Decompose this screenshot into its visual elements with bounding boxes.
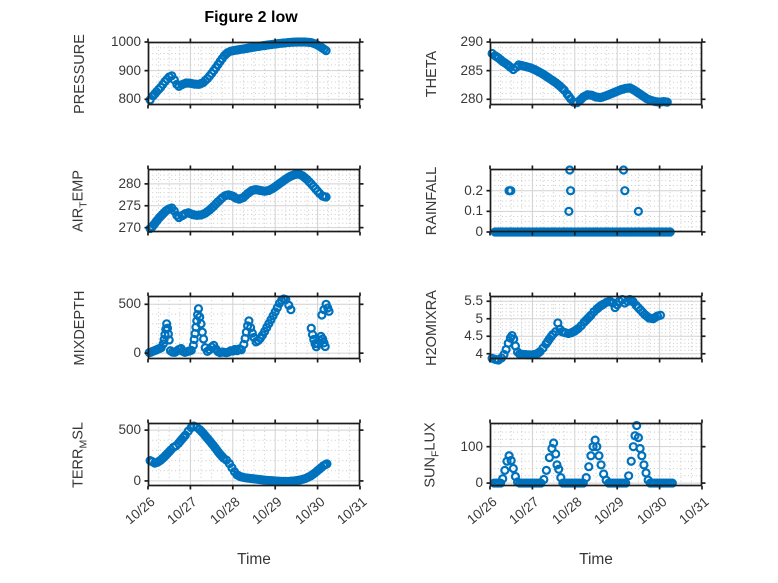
y-tick-label: 800 — [118, 91, 141, 107]
y-axis-label-theta: THETA — [424, 50, 440, 97]
y-tick-label: 100 — [460, 438, 483, 454]
y-axis-label-terr_msl: TERRMSL — [70, 421, 90, 488]
minor-grid — [490, 42, 702, 106]
y-tick-label: 4 — [475, 345, 483, 361]
axis-box — [486, 165, 706, 236]
subplot-theta — [486, 38, 706, 109]
y-tick-label: 290 — [460, 34, 483, 49]
subplot-mixdepth — [144, 292, 364, 363]
y-tick-label: 270 — [118, 219, 141, 235]
axis-box — [486, 38, 706, 109]
y-axis-label-pressure: PRESSURE — [72, 33, 88, 114]
x-axis-label-left: Time — [237, 551, 271, 568]
y-tick-label: 0.1 — [464, 203, 483, 219]
data-markers — [144, 294, 334, 358]
y-tick-label: 0 — [475, 224, 483, 239]
data-markers — [145, 169, 331, 234]
x-tick-label: 10/31 — [676, 494, 712, 528]
data-markers — [489, 420, 677, 488]
x-tick-label: 10/29 — [591, 494, 627, 528]
y-tick-label: 280 — [118, 175, 141, 191]
x-tick-label: 10/30 — [633, 494, 670, 528]
data-markers — [145, 421, 332, 487]
y-tick-label: 500 — [118, 296, 141, 312]
axis-box — [486, 419, 706, 490]
subplot-rainfall — [486, 165, 706, 237]
subplot-h2omixra — [486, 292, 706, 365]
x-tick-label: 10/27 — [506, 494, 543, 528]
axis-box — [144, 38, 364, 109]
axis-box — [144, 165, 364, 236]
y-axis-label-sun_flux: SUNFLUX — [422, 421, 442, 488]
x-tick-label: 10/28 — [548, 494, 585, 528]
major-grid — [490, 296, 702, 359]
y-tick-label: 275 — [118, 197, 141, 213]
minor-grid — [148, 42, 360, 106]
y-axis-label-mixdepth: MIXDEPTH — [72, 290, 88, 365]
y-tick-label: 0 — [475, 475, 483, 491]
x-tick-label: 10/26 — [464, 494, 500, 528]
y-tick-label: 280 — [460, 91, 483, 107]
figure-title: Figure 2 low — [204, 9, 298, 26]
y-tick-label: 0 — [133, 472, 141, 488]
subplot-sun_flux — [486, 419, 706, 490]
subplot-pressure — [144, 37, 364, 109]
y-tick-label: 5.5 — [464, 293, 483, 309]
y-tick-label: 0.2 — [464, 182, 483, 198]
y-tick-label: 285 — [460, 62, 483, 78]
data-markers — [487, 48, 672, 108]
y-axis-label-h2omixra: H2OMIXRA — [424, 289, 440, 366]
y-tick-label: 500 — [118, 422, 141, 438]
axis-box — [144, 419, 364, 490]
minor-grid — [490, 423, 702, 486]
axis-box — [486, 292, 706, 363]
data-markers — [487, 294, 666, 365]
axis-box — [144, 292, 364, 363]
subplot-terr_msl — [144, 419, 364, 490]
x-tick-label: 10/31 — [334, 494, 370, 528]
x-tick-label: 10/30 — [291, 494, 328, 528]
minor-grid — [490, 296, 702, 359]
subplot-air_temp — [144, 165, 364, 236]
minor-grid — [490, 169, 702, 232]
y-axis-label-air_temp: AIRTEMP — [70, 169, 90, 232]
y-tick-label: 1000 — [110, 34, 141, 49]
x-axis-label-right: Time — [579, 551, 613, 568]
x-tick-label: 10/27 — [164, 494, 201, 528]
y-tick-label: 900 — [118, 62, 141, 78]
y-axis-label-rainfall: RAINFALL — [424, 166, 440, 235]
y-tick-label: 5 — [475, 310, 483, 326]
y-tick-label: 0 — [133, 345, 141, 361]
y-tick-label: 4.5 — [464, 328, 483, 344]
x-tick-label: 10/29 — [249, 494, 285, 528]
x-tick-label: 10/28 — [206, 494, 243, 528]
x-tick-label: 10/26 — [122, 494, 158, 528]
